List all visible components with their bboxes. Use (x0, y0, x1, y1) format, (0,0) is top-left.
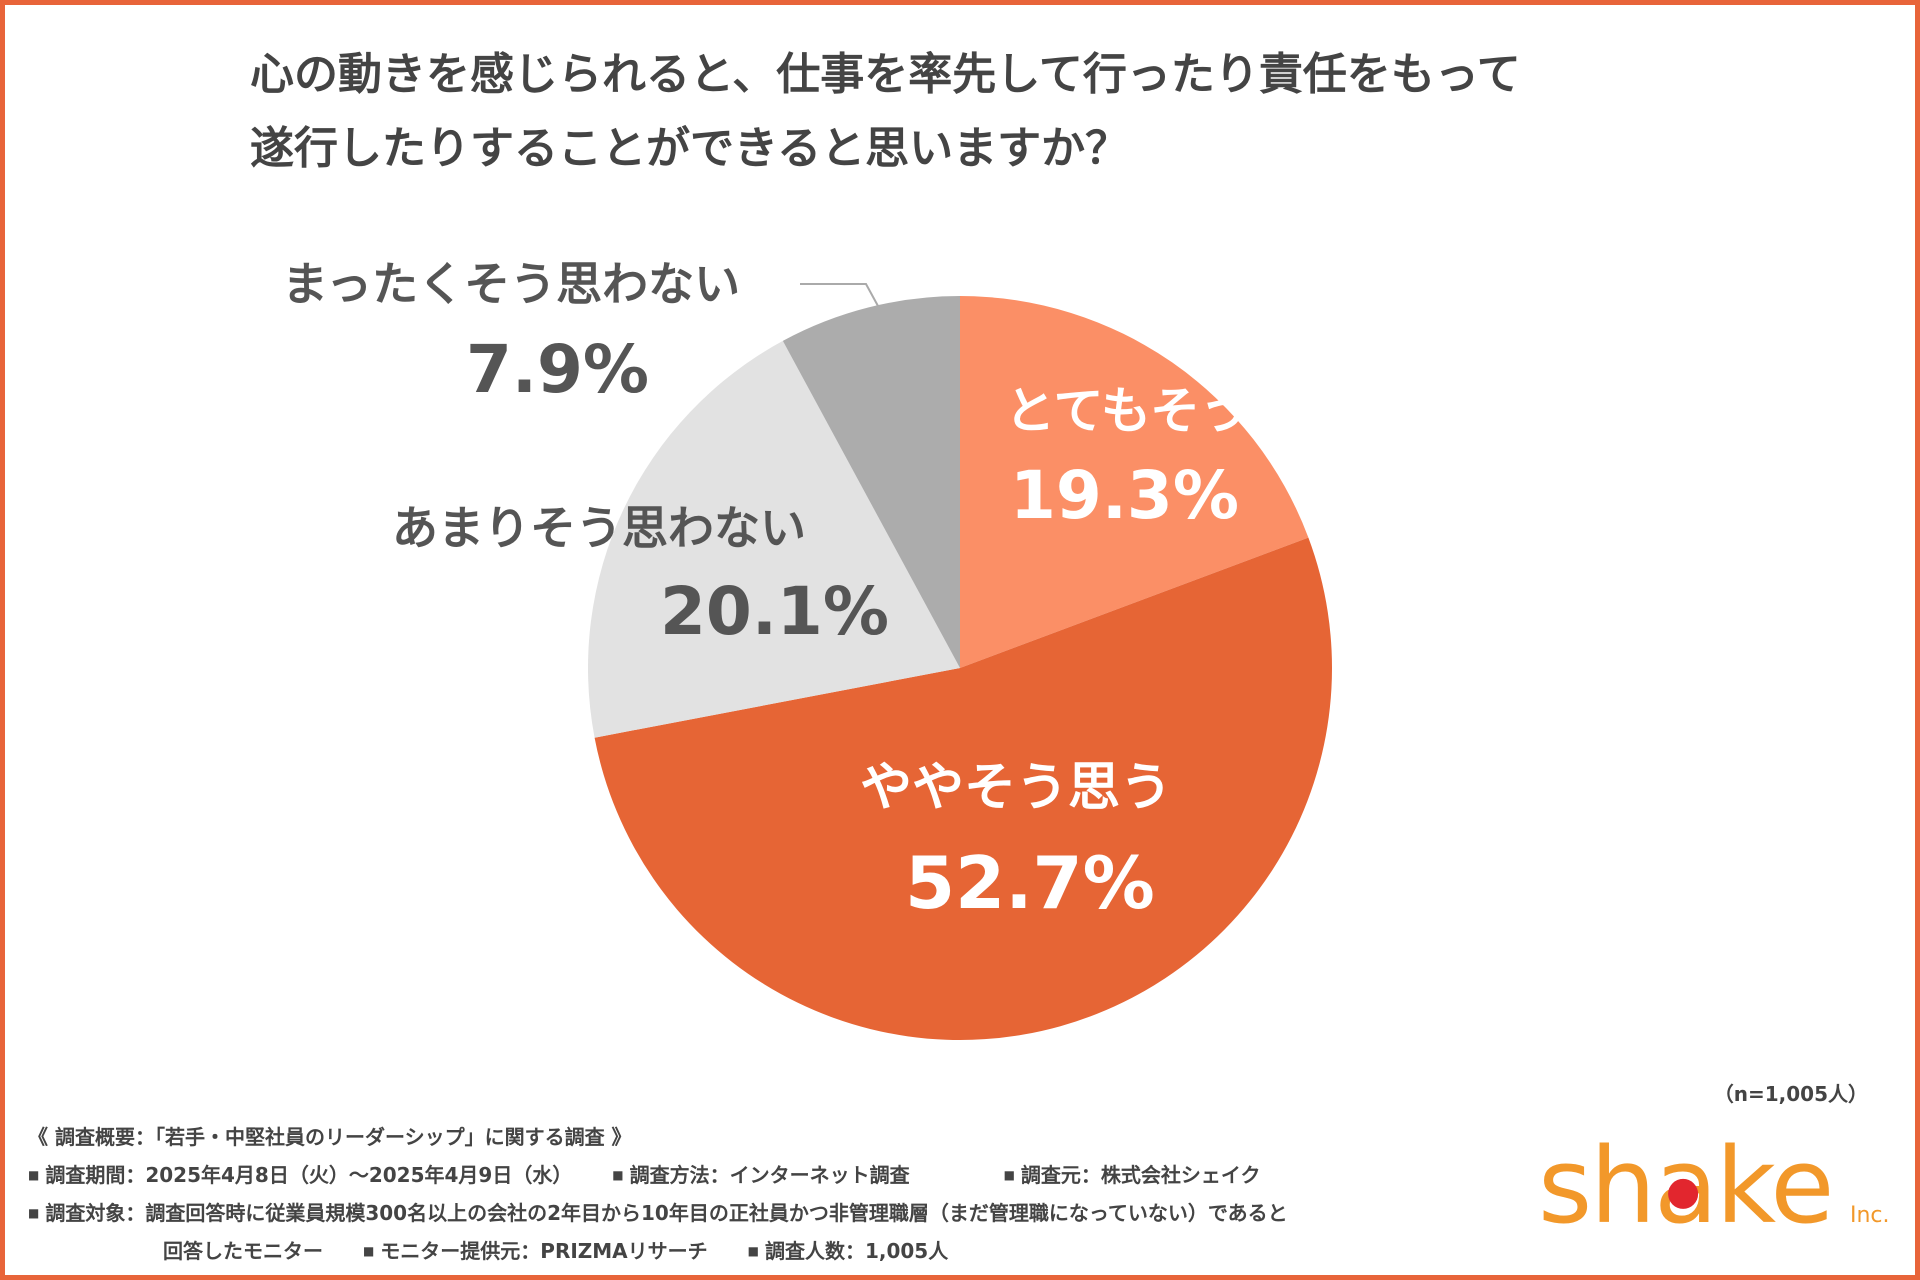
leader-line (800, 283, 879, 307)
slice-somewhat-disagree (588, 340, 960, 738)
slice-value-somewhat-agree: 52.7% (905, 841, 1155, 925)
chart-title: 心の動きを感じられると、仕事を率先して行ったり責任をもって 遂行したりすることが… (250, 38, 1750, 186)
slice-value-somewhat-disagree: 20.1% (660, 573, 889, 650)
sample-size-note: （n=1,005人） (1713, 1082, 1868, 1106)
survey-method: 調査方法：インターネット調査 (629, 1163, 910, 1187)
survey-target-row: ■ 調査対象：調査回答時に従業員規模300名以上の会社の2年目から10年目の正社員… (28, 1194, 1528, 1232)
slice-somewhat-agree (594, 537, 1332, 1040)
title-line-2: 遂行したりすることができると思いますか？ (250, 123, 1130, 174)
slice-very-much-agree (960, 296, 1309, 668)
survey-organizer: 調査元：株式会社シェイク (1020, 1163, 1261, 1187)
survey-target: 調査対象：調査回答時に従業員規模300名以上の会社の2年目から10年目の正社員か… (45, 1201, 1288, 1225)
survey-provider: モニター提供元：PRIZMAリサーチ (380, 1239, 708, 1263)
bullet-square: ■ (362, 1244, 375, 1258)
pie-slices (588, 296, 1332, 1040)
bullet-square: ■ (747, 1244, 759, 1258)
slice-label-somewhat-agree: ややそう思う (860, 758, 1172, 818)
bullet-square: ■ (612, 1168, 624, 1182)
slice-label-strongly-disagree: まったくそう思わない (282, 257, 740, 311)
survey-summary: 《 調査概要：「若手・中堅社員のリーダーシップ」に関する調査 》 (28, 1125, 632, 1149)
bullet-square: ■ (28, 1168, 40, 1182)
slice-label-somewhat-disagree: あまりそう思わない (392, 501, 806, 555)
survey-footer: 《 調査概要：「若手・中堅社員のリーダーシップ」に関する調査 》 ■ 調査期間：2… (28, 1118, 1528, 1270)
logo-suffix: Inc. (1850, 1203, 1890, 1228)
survey-period: 調査期間：2025年4月8日（火）～2025年4月9日（水） (45, 1163, 573, 1187)
bullet-square: ■ (1003, 1168, 1015, 1182)
slice-strongly-disagree (782, 296, 960, 668)
bullet-square: ■ (28, 1206, 40, 1220)
survey-target-cont: 回答したモニター (163, 1239, 323, 1263)
survey-count: 調査人数：1,005人 (764, 1239, 949, 1263)
slice-label-very-much-agree: とてもそう思う (1005, 382, 1350, 440)
logo-dot (1668, 1178, 1699, 1209)
survey-target-cont-row: 回答したモニター ■ モニター提供元：PRIZMAリサーチ ■ 調査人数：1,005… (28, 1232, 1528, 1270)
survey-period-row: ■ 調査期間：2025年4月8日（火）～2025年4月9日（水） ■ 調査方法：イン… (28, 1156, 1528, 1194)
shake-logo: shake Inc. (1538, 1130, 1890, 1240)
title-line-1: 心の動きを感じられると、仕事を率先して行ったり責任をもって (250, 49, 1521, 100)
slice-value-very-much-agree: 19.3% (1010, 457, 1239, 534)
slice-value-strongly-disagree: 7.9% (466, 331, 649, 408)
